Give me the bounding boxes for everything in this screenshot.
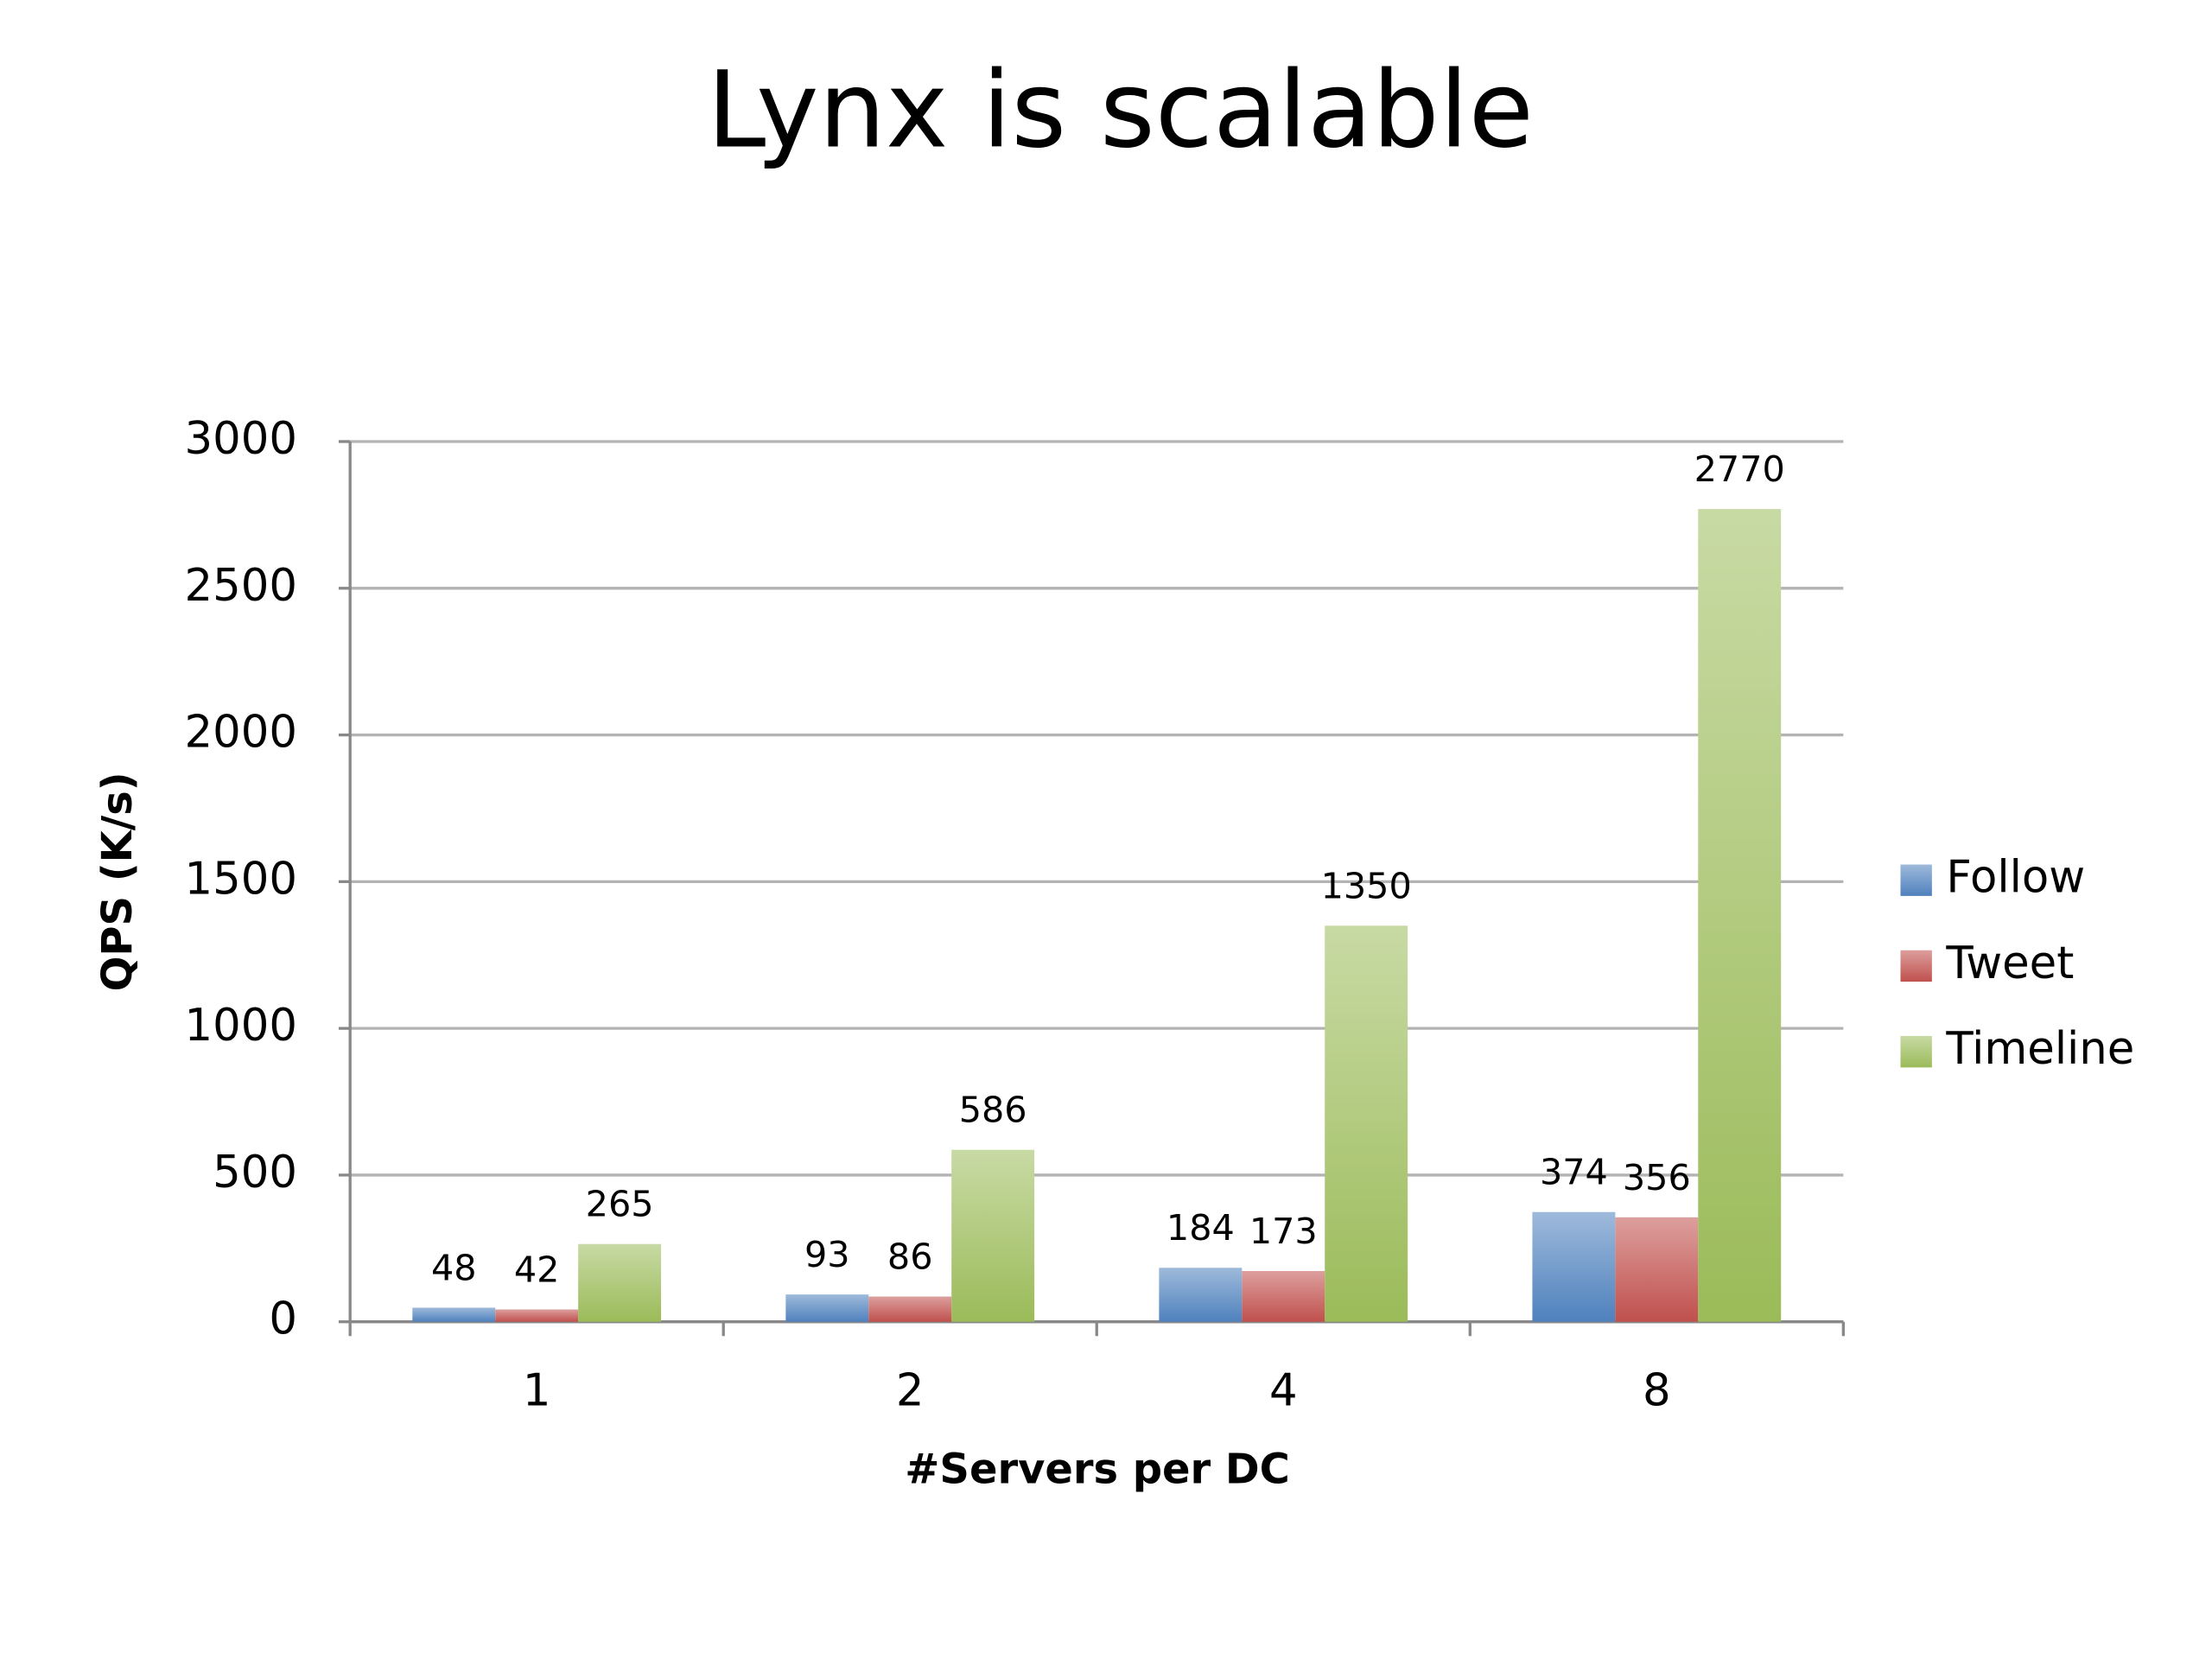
bar — [412, 1307, 496, 1322]
legend-label: Timeline — [1945, 1023, 2134, 1075]
y-tick-label: 1500 — [185, 853, 297, 905]
data-label: 374 — [1540, 1152, 1608, 1193]
data-label: 356 — [1623, 1157, 1691, 1198]
bar — [578, 1243, 662, 1322]
y-axis-title: QPS (K/s) — [93, 772, 142, 991]
data-label: 48 — [431, 1247, 477, 1288]
x-tick-label: 2 — [896, 1364, 925, 1416]
x-tick-label: 8 — [1643, 1364, 1671, 1416]
y-tick-label: 2500 — [185, 560, 297, 612]
data-label: 586 — [959, 1090, 1027, 1131]
legend-label: Follow — [1946, 852, 2085, 904]
data-label: 265 — [586, 1184, 654, 1225]
data-label: 184 — [1166, 1207, 1235, 1249]
y-tick-label: 2000 — [185, 707, 297, 759]
bar — [1242, 1270, 1325, 1322]
bar — [951, 1149, 1035, 1322]
chart-title: Lynx is scalable — [707, 48, 1534, 171]
data-label: 173 — [1249, 1211, 1318, 1252]
data-label: 2770 — [1694, 448, 1785, 490]
bar — [1159, 1268, 1243, 1322]
data-label: 93 — [804, 1234, 850, 1275]
bar — [495, 1309, 579, 1322]
bar — [785, 1294, 869, 1322]
legend-swatch — [1900, 1035, 1932, 1068]
y-tick-label: 1000 — [185, 1000, 297, 1052]
x-axis-title: #Servers per DC — [905, 1445, 1290, 1493]
y-tick-label: 0 — [269, 1294, 297, 1345]
legend-swatch — [1900, 864, 1932, 896]
x-tick-label: 1 — [523, 1364, 551, 1416]
bar — [1532, 1211, 1616, 1322]
legend-swatch — [1900, 950, 1932, 982]
data-label: 42 — [514, 1249, 560, 1290]
y-tick-label: 3000 — [185, 413, 297, 465]
x-tick-label: 4 — [1269, 1364, 1298, 1416]
bar — [1615, 1217, 1699, 1322]
legend-label: Tweet — [1945, 938, 2074, 989]
data-label: 1350 — [1321, 865, 1412, 906]
data-label: 86 — [887, 1236, 933, 1278]
bar — [1698, 509, 1782, 1322]
bar — [1325, 925, 1408, 1322]
bar — [868, 1296, 952, 1322]
y-tick-label: 500 — [213, 1147, 297, 1198]
